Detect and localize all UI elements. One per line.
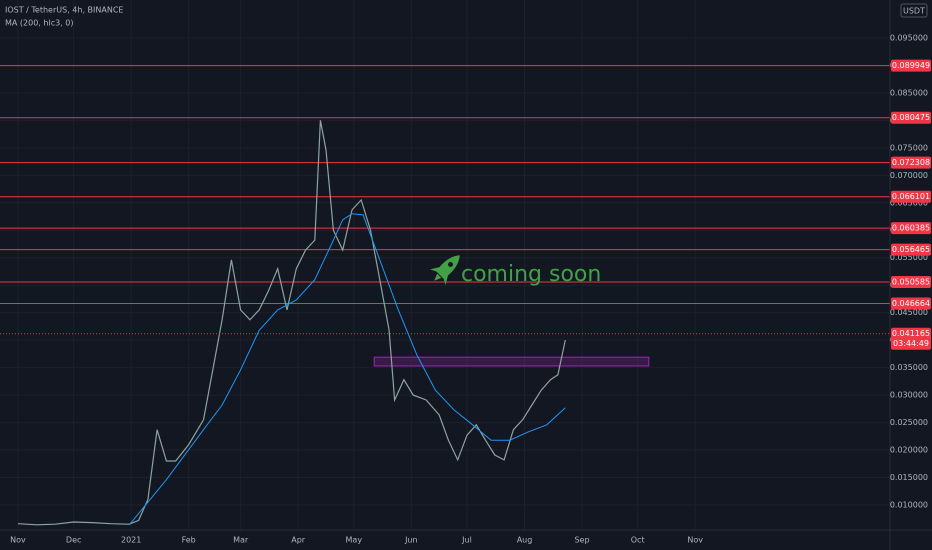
x-tick-label: Jul xyxy=(461,536,472,545)
level-label: 0.080475 xyxy=(892,113,930,122)
x-tick-label: Nov xyxy=(687,536,703,545)
x-tick-label: Apr xyxy=(291,536,306,545)
level-label: 0.066101 xyxy=(892,192,930,201)
y-tick-label: 0.045000 xyxy=(890,308,928,317)
level-label-box xyxy=(891,297,931,310)
level-label: 0.060385 xyxy=(892,224,930,233)
y-tick-label: 0.085000 xyxy=(890,88,928,97)
annotation: coming soon xyxy=(461,262,601,287)
grid xyxy=(0,0,890,530)
level-label-box xyxy=(891,243,931,256)
y-tick-label: 0.015000 xyxy=(890,473,928,482)
current-price-box xyxy=(891,327,931,350)
x-tick-label: Dec xyxy=(66,536,81,545)
y-tick-label: 0.095000 xyxy=(890,33,928,42)
x-tick-label: May xyxy=(346,536,363,545)
chart-title: IOST / TetherUS, 4h, BINANCE xyxy=(5,6,123,15)
y-tick-label: 0.065000 xyxy=(890,198,928,207)
level-label-box xyxy=(891,190,931,203)
y-tick-label: 0.030000 xyxy=(890,391,928,400)
current-price-label: 0.041165 xyxy=(892,329,930,338)
level-label-box xyxy=(891,59,931,72)
x-tick-label: Nov xyxy=(10,536,26,545)
series-line xyxy=(128,213,566,526)
level-label: 0.050585 xyxy=(892,277,930,286)
y-tick-label: 0.075000 xyxy=(890,143,928,152)
currency-label[interactable]: USDT xyxy=(903,7,925,16)
marks xyxy=(0,65,890,526)
x-tick-label: 2021 xyxy=(121,536,141,545)
zone xyxy=(373,356,650,367)
y-tick-label: 0.055000 xyxy=(890,253,928,262)
indicator-label: MA (200, hlc3, 0) xyxy=(5,19,73,28)
countdown-label: 03:44:49 xyxy=(893,339,929,348)
level-label: 0.056465 xyxy=(892,245,930,254)
level-label: 0.046664 xyxy=(892,299,930,308)
x-tick-label: Feb xyxy=(182,536,196,545)
x-tick-label: Mar xyxy=(233,536,249,545)
level-label-box xyxy=(891,222,931,235)
level-label-box xyxy=(891,275,931,288)
level-label-box xyxy=(891,111,931,124)
level-label: 0.089949 xyxy=(892,61,930,70)
x-tick-label: Sep xyxy=(574,536,589,545)
series-line xyxy=(17,120,566,526)
level-label-box xyxy=(891,156,931,169)
level-label: 0.072308 xyxy=(892,158,930,167)
y-tick-label: 0.035000 xyxy=(890,363,928,372)
y-tick-label: 0.020000 xyxy=(890,446,928,455)
y-tick-label: 0.025000 xyxy=(890,418,928,427)
y-tick-label: 0.010000 xyxy=(890,500,928,509)
y-tick-label: 0.070000 xyxy=(890,171,928,180)
x-tick-label: Aug xyxy=(517,536,533,545)
currency-box[interactable] xyxy=(900,3,928,18)
x-tick-label: Oct xyxy=(631,536,645,545)
x-tick-label: Jun xyxy=(404,536,418,545)
